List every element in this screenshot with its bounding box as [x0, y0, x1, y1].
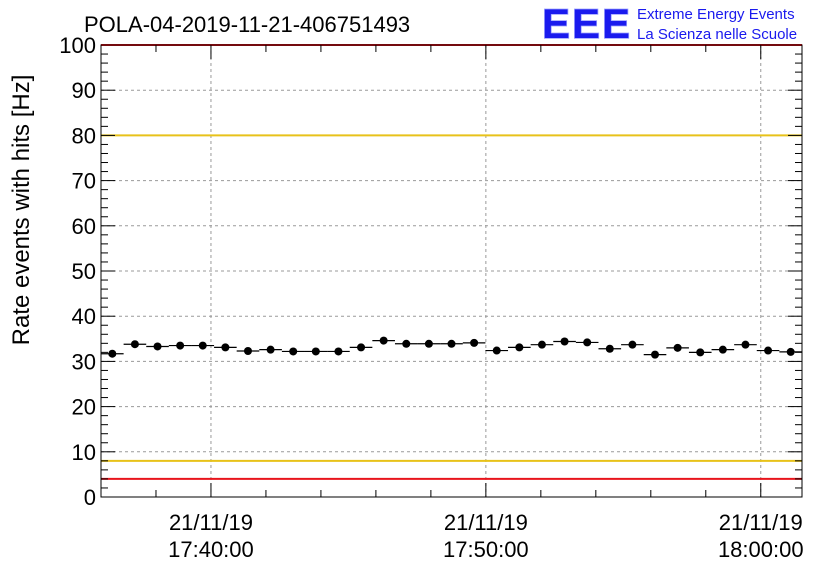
x-tick-label-date: 21/11/19: [169, 510, 253, 535]
chart-title: POLA-04-2019-11-21-406751493: [84, 12, 410, 37]
data-point-marker: [515, 343, 524, 352]
data-point: [214, 343, 237, 352]
data-point: [711, 345, 735, 354]
logo-mark-front: EEE: [542, 0, 632, 47]
data-point-marker: [492, 346, 501, 355]
data-point-marker: [243, 347, 252, 356]
data-point: [734, 340, 757, 349]
data-point-marker: [673, 343, 682, 352]
data-point: [372, 336, 395, 345]
data-point: [508, 343, 531, 352]
data-point: [643, 350, 667, 359]
data-point: [417, 339, 441, 348]
data-point: [621, 340, 644, 349]
data-point-marker: [176, 341, 185, 350]
data-point: [598, 344, 622, 353]
x-tick-label-time: 17:40:00: [168, 537, 254, 562]
data-point-marker: [718, 345, 727, 354]
logo-line-1: Extreme Energy Events: [637, 6, 795, 23]
x-tick-labels: 21/11/1917:40:0021/11/1917:50:0021/11/19…: [168, 510, 803, 562]
data-point-marker: [583, 338, 592, 347]
data-point-marker: [221, 343, 230, 352]
data-point-marker: [130, 340, 139, 349]
data-point-marker: [605, 344, 614, 353]
data-point-marker: [560, 337, 569, 346]
x-tick-label-date: 21/11/19: [444, 510, 528, 535]
data-point-marker: [311, 347, 320, 356]
data-point: [236, 347, 260, 356]
y-tick-label: 70: [72, 169, 96, 194]
data-point: [146, 342, 169, 351]
data-point-marker: [357, 343, 366, 352]
y-tick-label: 80: [72, 123, 96, 148]
x-tick-label-date: 21/11/19: [719, 510, 803, 535]
data-point: [259, 345, 282, 354]
data-point: [666, 343, 689, 352]
eee-logo: EEE EEE Extreme Energy Events La Scienza…: [541, 0, 797, 48]
data-point: [327, 347, 350, 356]
reference-lines: [101, 44, 802, 480]
y-tick-label: 100: [59, 33, 96, 58]
y-tick-label: 40: [72, 304, 96, 329]
logo-line-2: La Scienza nelle Scuole: [637, 26, 797, 43]
data-point-marker: [447, 339, 456, 348]
y-tick-label: 10: [72, 440, 96, 465]
data-point-marker: [402, 339, 411, 348]
data-point-marker: [424, 339, 433, 348]
y-tick-label: 60: [72, 214, 96, 239]
data-point: [756, 346, 780, 355]
data-point: [530, 340, 554, 349]
data-point: [281, 347, 305, 356]
data-point-marker: [379, 336, 388, 345]
data-point: [575, 338, 599, 347]
data-point-marker: [628, 340, 637, 349]
data-point: [553, 337, 576, 346]
data-point-marker: [153, 342, 162, 351]
data-point: [101, 349, 124, 358]
data-point-marker: [334, 347, 343, 356]
y-tick-label: 20: [72, 395, 96, 420]
data-point: [191, 341, 215, 350]
y-axis-label: Rate events with hits [Hz]: [8, 75, 35, 346]
x-tick-label-time: 17:50:00: [443, 537, 529, 562]
data-points: [101, 336, 802, 359]
logo-mark: EEE: [542, 0, 632, 47]
data-point-marker: [696, 348, 705, 357]
data-point-marker: [108, 349, 117, 358]
data-point: [168, 341, 192, 350]
data-point: [485, 346, 509, 355]
data-point: [440, 339, 463, 348]
data-point: [123, 340, 147, 349]
data-point-marker: [741, 340, 750, 349]
data-point-marker: [470, 338, 479, 347]
data-point: [779, 347, 802, 356]
data-point-marker: [786, 347, 795, 356]
data-point-marker: [198, 341, 207, 350]
data-point: [304, 347, 328, 356]
data-point-marker: [764, 346, 773, 355]
data-point-marker: [266, 345, 275, 354]
y-tick-label: 90: [72, 78, 96, 103]
y-tick-label: 30: [72, 349, 96, 374]
y-tick-labels: 0 10 20 30 40 50 60 70 80 90 100: [59, 33, 96, 510]
axis-ticks: [100, 44, 802, 498]
data-point-marker: [651, 350, 660, 359]
y-tick-label: 50: [72, 259, 96, 284]
y-tick-label: 0: [84, 485, 96, 510]
data-point: [349, 343, 373, 352]
data-point-marker: [289, 347, 298, 356]
data-point: [688, 348, 712, 357]
grid: [101, 45, 802, 497]
data-point: [462, 338, 486, 347]
x-tick-label-time: 18:00:00: [718, 537, 804, 562]
data-point-marker: [537, 340, 546, 349]
data-point: [394, 339, 418, 348]
